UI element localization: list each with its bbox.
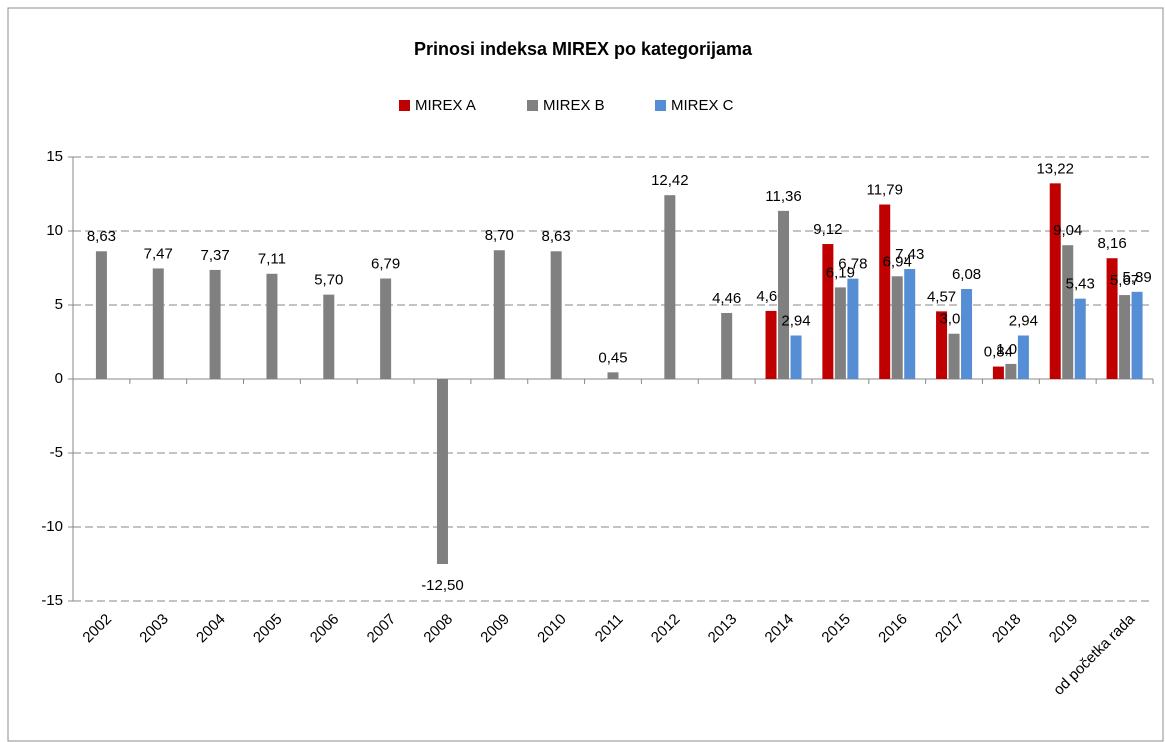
bar <box>1049 183 1061 379</box>
chart-title: Prinosi indeksa MIREX po kategorijama <box>414 39 753 59</box>
value-label: 7,11 <box>258 251 286 268</box>
bar <box>790 335 802 379</box>
value-label: 7,43 <box>895 246 924 263</box>
value-label: 4,46 <box>712 290 741 307</box>
value-label: 12,42 <box>651 172 689 189</box>
value-label: 11,79 <box>866 181 902 198</box>
legend-label: MIREX A <box>415 97 476 114</box>
y-tick-label: 5 <box>55 296 63 313</box>
y-tick-label: -5 <box>50 444 63 461</box>
bar <box>847 278 859 379</box>
y-tick-label: 15 <box>46 148 63 165</box>
bar <box>834 287 846 379</box>
bar <box>904 269 916 379</box>
bar <box>664 195 676 379</box>
bar <box>1017 335 1029 379</box>
y-tick-label: -10 <box>41 518 63 535</box>
bar <box>1119 295 1131 379</box>
value-label: 13,22 <box>1036 160 1074 177</box>
bar <box>891 276 903 379</box>
bar <box>936 311 948 379</box>
bar <box>1062 245 1074 379</box>
bar <box>961 289 973 379</box>
value-label: 7,37 <box>201 247 230 264</box>
bar <box>1131 291 1143 379</box>
value-label: 5,70 <box>314 272 343 289</box>
bar <box>95 251 107 379</box>
bar <box>1005 363 1017 379</box>
value-label: 6,78 <box>838 256 867 273</box>
value-label: 6,08 <box>952 266 981 283</box>
bar <box>152 268 164 379</box>
bar <box>436 379 448 564</box>
legend-swatch <box>399 100 410 111</box>
bar <box>992 366 1004 379</box>
value-label: 2,94 <box>781 312 810 329</box>
value-label: 7,47 <box>144 245 173 262</box>
bar <box>1106 258 1118 379</box>
bar <box>1074 298 1086 379</box>
value-label: 8,63 <box>87 228 116 245</box>
y-tick-label: -15 <box>41 592 63 609</box>
value-label: 9,12 <box>813 221 842 238</box>
value-label: 5,43 <box>1066 276 1095 293</box>
value-label: 8,16 <box>1097 235 1126 252</box>
y-tick-label: 0 <box>55 370 63 387</box>
bar <box>323 294 335 379</box>
legend-label: MIREX C <box>671 97 734 114</box>
legend-swatch <box>655 100 666 111</box>
bar <box>266 273 278 379</box>
value-label: 2,94 <box>1009 312 1038 329</box>
value-label: 11,36 <box>765 188 801 205</box>
value-label: 6,94 <box>883 253 912 270</box>
value-label: 5,89 <box>1122 269 1151 286</box>
value-label: -12,50 <box>421 577 464 594</box>
y-tick-label: 10 <box>46 222 63 239</box>
value-label: 0,84 <box>984 344 1013 361</box>
value-label: 6,79 <box>371 255 400 272</box>
value-label: 4,57 <box>927 288 956 305</box>
bar <box>822 244 834 379</box>
bar <box>607 372 619 379</box>
value-label: 8,70 <box>485 227 514 244</box>
legend-swatch <box>527 100 538 111</box>
value-label: 8,63 <box>542 228 571 245</box>
chart-border <box>7 7 1164 742</box>
value-label: 5,67 <box>1110 272 1139 289</box>
bar <box>550 251 562 379</box>
value-label: 6,19 <box>826 264 855 281</box>
value-label: 0,45 <box>598 349 627 366</box>
value-label: 9,04 <box>1053 222 1082 239</box>
bar <box>209 269 221 379</box>
bar <box>721 312 733 379</box>
legend-label: MIREX B <box>543 97 605 114</box>
bar <box>765 310 777 379</box>
bar <box>493 250 505 379</box>
bar <box>948 333 960 379</box>
bar <box>380 278 392 379</box>
bar <box>778 210 790 379</box>
bar <box>879 204 891 379</box>
